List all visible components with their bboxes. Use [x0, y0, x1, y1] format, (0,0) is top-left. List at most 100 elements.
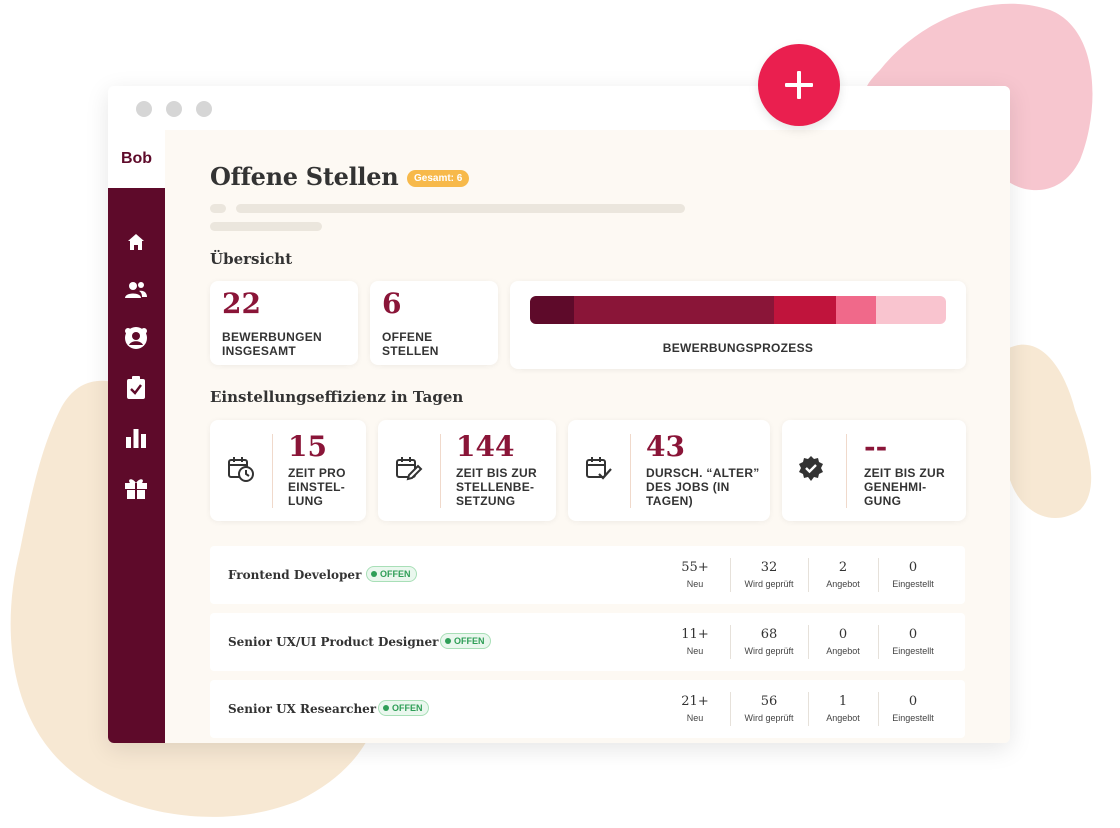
logo[interactable]: Bob [108, 130, 165, 188]
card-divider [630, 434, 631, 508]
job-row[interactable]: Senior UX Researcher OFFEN 21+ Neu 56 Wird… [210, 680, 965, 738]
avg-job-age-label: DURSCH. “ALTER” DES JOBS (IN TAGEN) [646, 466, 760, 508]
candidate-icon[interactable] [124, 326, 148, 350]
stat-value: 55+ [681, 560, 709, 575]
application-process-card[interactable]: BEWERBUNGSPROZESS [510, 281, 966, 369]
stat-label: Neu [686, 713, 704, 723]
window-titlebar [108, 86, 1010, 130]
time-to-fill-label: ZEIT BIS ZUR STELLENBE- SETZUNG [456, 466, 537, 508]
stat-value: 1 [838, 694, 848, 709]
stat-divider [808, 558, 809, 592]
status-label: OFFEN [454, 636, 485, 646]
stat-value: 2 [838, 560, 848, 575]
process-label: BEWERBUNGSPROZESS [662, 341, 814, 355]
home-icon[interactable] [124, 230, 148, 254]
card-divider [440, 434, 441, 508]
process-bar-segment[interactable] [530, 296, 574, 324]
stat-in-review[interactable]: 56 Wird geprüft [731, 680, 807, 738]
stat-label: Eingestellt [892, 713, 934, 723]
status-dot [445, 638, 451, 644]
stat-offer[interactable]: 2 Angebot [809, 546, 877, 604]
time-to-fill-card[interactable]: 144 ZEIT BIS ZUR STELLENBE- SETZUNG [378, 420, 556, 521]
stat-label: Wird geprüft [744, 579, 794, 589]
stat-hired[interactable]: 0 Eingestellt [879, 680, 947, 738]
window-control-dot[interactable] [166, 101, 182, 117]
stat-new[interactable]: 55+ Neu [670, 546, 720, 604]
stat-value: 0 [908, 694, 918, 709]
stat-divider [878, 625, 879, 659]
stat-value: 21+ [681, 694, 709, 709]
main-content: Offene Stellen Gesamt: 6 Übersicht 22 BE… [165, 130, 1010, 743]
job-row[interactable]: Frontend Developer OFFEN 55+ Neu 32 Wird g… [210, 546, 965, 604]
calendar-clock-icon [226, 454, 256, 484]
gift-icon[interactable] [124, 476, 148, 500]
time-to-approval-card[interactable]: -- ZEIT BIS ZUR GENEHMI- GUNG [782, 420, 966, 521]
time-per-hire-value: 15 [288, 430, 327, 463]
stat-offer[interactable]: 1 Angebot [809, 680, 877, 738]
stat-label: Neu [686, 646, 704, 656]
time-to-fill-value: 144 [456, 430, 515, 463]
job-title: Senior UX/UI Product Designer [228, 635, 439, 649]
card-divider [272, 434, 273, 508]
stat-label: Eingestellt [892, 579, 934, 589]
open-positions-label: OFFENE STELLEN [382, 330, 439, 358]
clipboard-check-icon[interactable] [124, 376, 148, 400]
open-positions-count: 6 [382, 287, 402, 320]
calendar-edit-icon [394, 454, 424, 484]
avg-job-age-card[interactable]: 43 DURSCH. “ALTER” DES JOBS (IN TAGEN) [568, 420, 770, 521]
stat-divider [730, 625, 731, 659]
job-row[interactable]: Senior UX/UI Product Designer OFFEN 11+ N… [210, 613, 965, 671]
status-badge: OFFEN [440, 633, 491, 649]
add-button[interactable] [758, 44, 840, 126]
job-title: Senior UX Researcher [228, 702, 377, 716]
time-to-approval-value: -- [864, 430, 888, 463]
stat-new[interactable]: 11+ Neu [670, 613, 720, 671]
job-title: Frontend Developer [228, 568, 362, 582]
stat-in-review[interactable]: 32 Wird geprüft [731, 546, 807, 604]
overview-heading: Übersicht [210, 250, 293, 268]
stat-label: Wird geprüft [744, 646, 794, 656]
stat-hired[interactable]: 0 Eingestellt [879, 613, 947, 671]
stat-offer[interactable]: 0 Angebot [809, 613, 877, 671]
window-control-dot[interactable] [136, 101, 152, 117]
status-label: OFFEN [392, 703, 423, 713]
status-badge: OFFEN [378, 700, 429, 716]
stat-value: 0 [838, 627, 848, 642]
efficiency-heading: Einstellungseffizienz in Tagen [210, 388, 464, 406]
stat-hired[interactable]: 0 Eingestellt [879, 546, 947, 604]
stat-divider [878, 558, 879, 592]
total-badge: Gesamt: 6 [407, 170, 470, 187]
process-bar-segment[interactable] [876, 296, 946, 324]
process-bar-segment[interactable] [774, 296, 836, 324]
bar-chart-icon[interactable] [124, 426, 148, 450]
window-control-dot[interactable] [196, 101, 212, 117]
calendar-check-icon [584, 454, 614, 484]
page-title: Offene Stellen [210, 162, 399, 191]
time-per-hire-card[interactable]: 15 ZEIT PRO EINSTEL- LUNG [210, 420, 366, 521]
stat-divider [808, 625, 809, 659]
stat-label: Eingestellt [892, 646, 934, 656]
stat-label: Angebot [826, 646, 860, 656]
stat-label: Angebot [826, 713, 860, 723]
users-icon[interactable] [124, 278, 148, 302]
avg-job-age-value: 43 [646, 430, 685, 463]
open-positions-card[interactable]: 6 OFFENE STELLEN [370, 281, 498, 365]
status-badge: OFFEN [366, 566, 417, 582]
status-dot [371, 571, 377, 577]
stat-value: 11+ [681, 627, 709, 642]
stat-new[interactable]: 21+ Neu [670, 680, 720, 738]
applications-card[interactable]: 22 BEWERBUNGEN INSGESAMT [210, 281, 358, 365]
stat-value: 32 [760, 560, 778, 575]
stat-divider [730, 692, 731, 726]
stat-label: Angebot [826, 579, 860, 589]
process-bar-segment[interactable] [836, 296, 876, 324]
stat-label: Neu [686, 579, 704, 589]
card-divider [846, 434, 847, 508]
app-window: Bob Offene Stellen Gesamt: 6 Übersicht 2… [108, 86, 1010, 743]
stat-value: 56 [760, 694, 778, 709]
text-placeholder [210, 222, 322, 231]
stat-divider [878, 692, 879, 726]
stat-in-review[interactable]: 68 Wird geprüft [731, 613, 807, 671]
process-bar-segment[interactable] [574, 296, 774, 324]
stat-divider [808, 692, 809, 726]
